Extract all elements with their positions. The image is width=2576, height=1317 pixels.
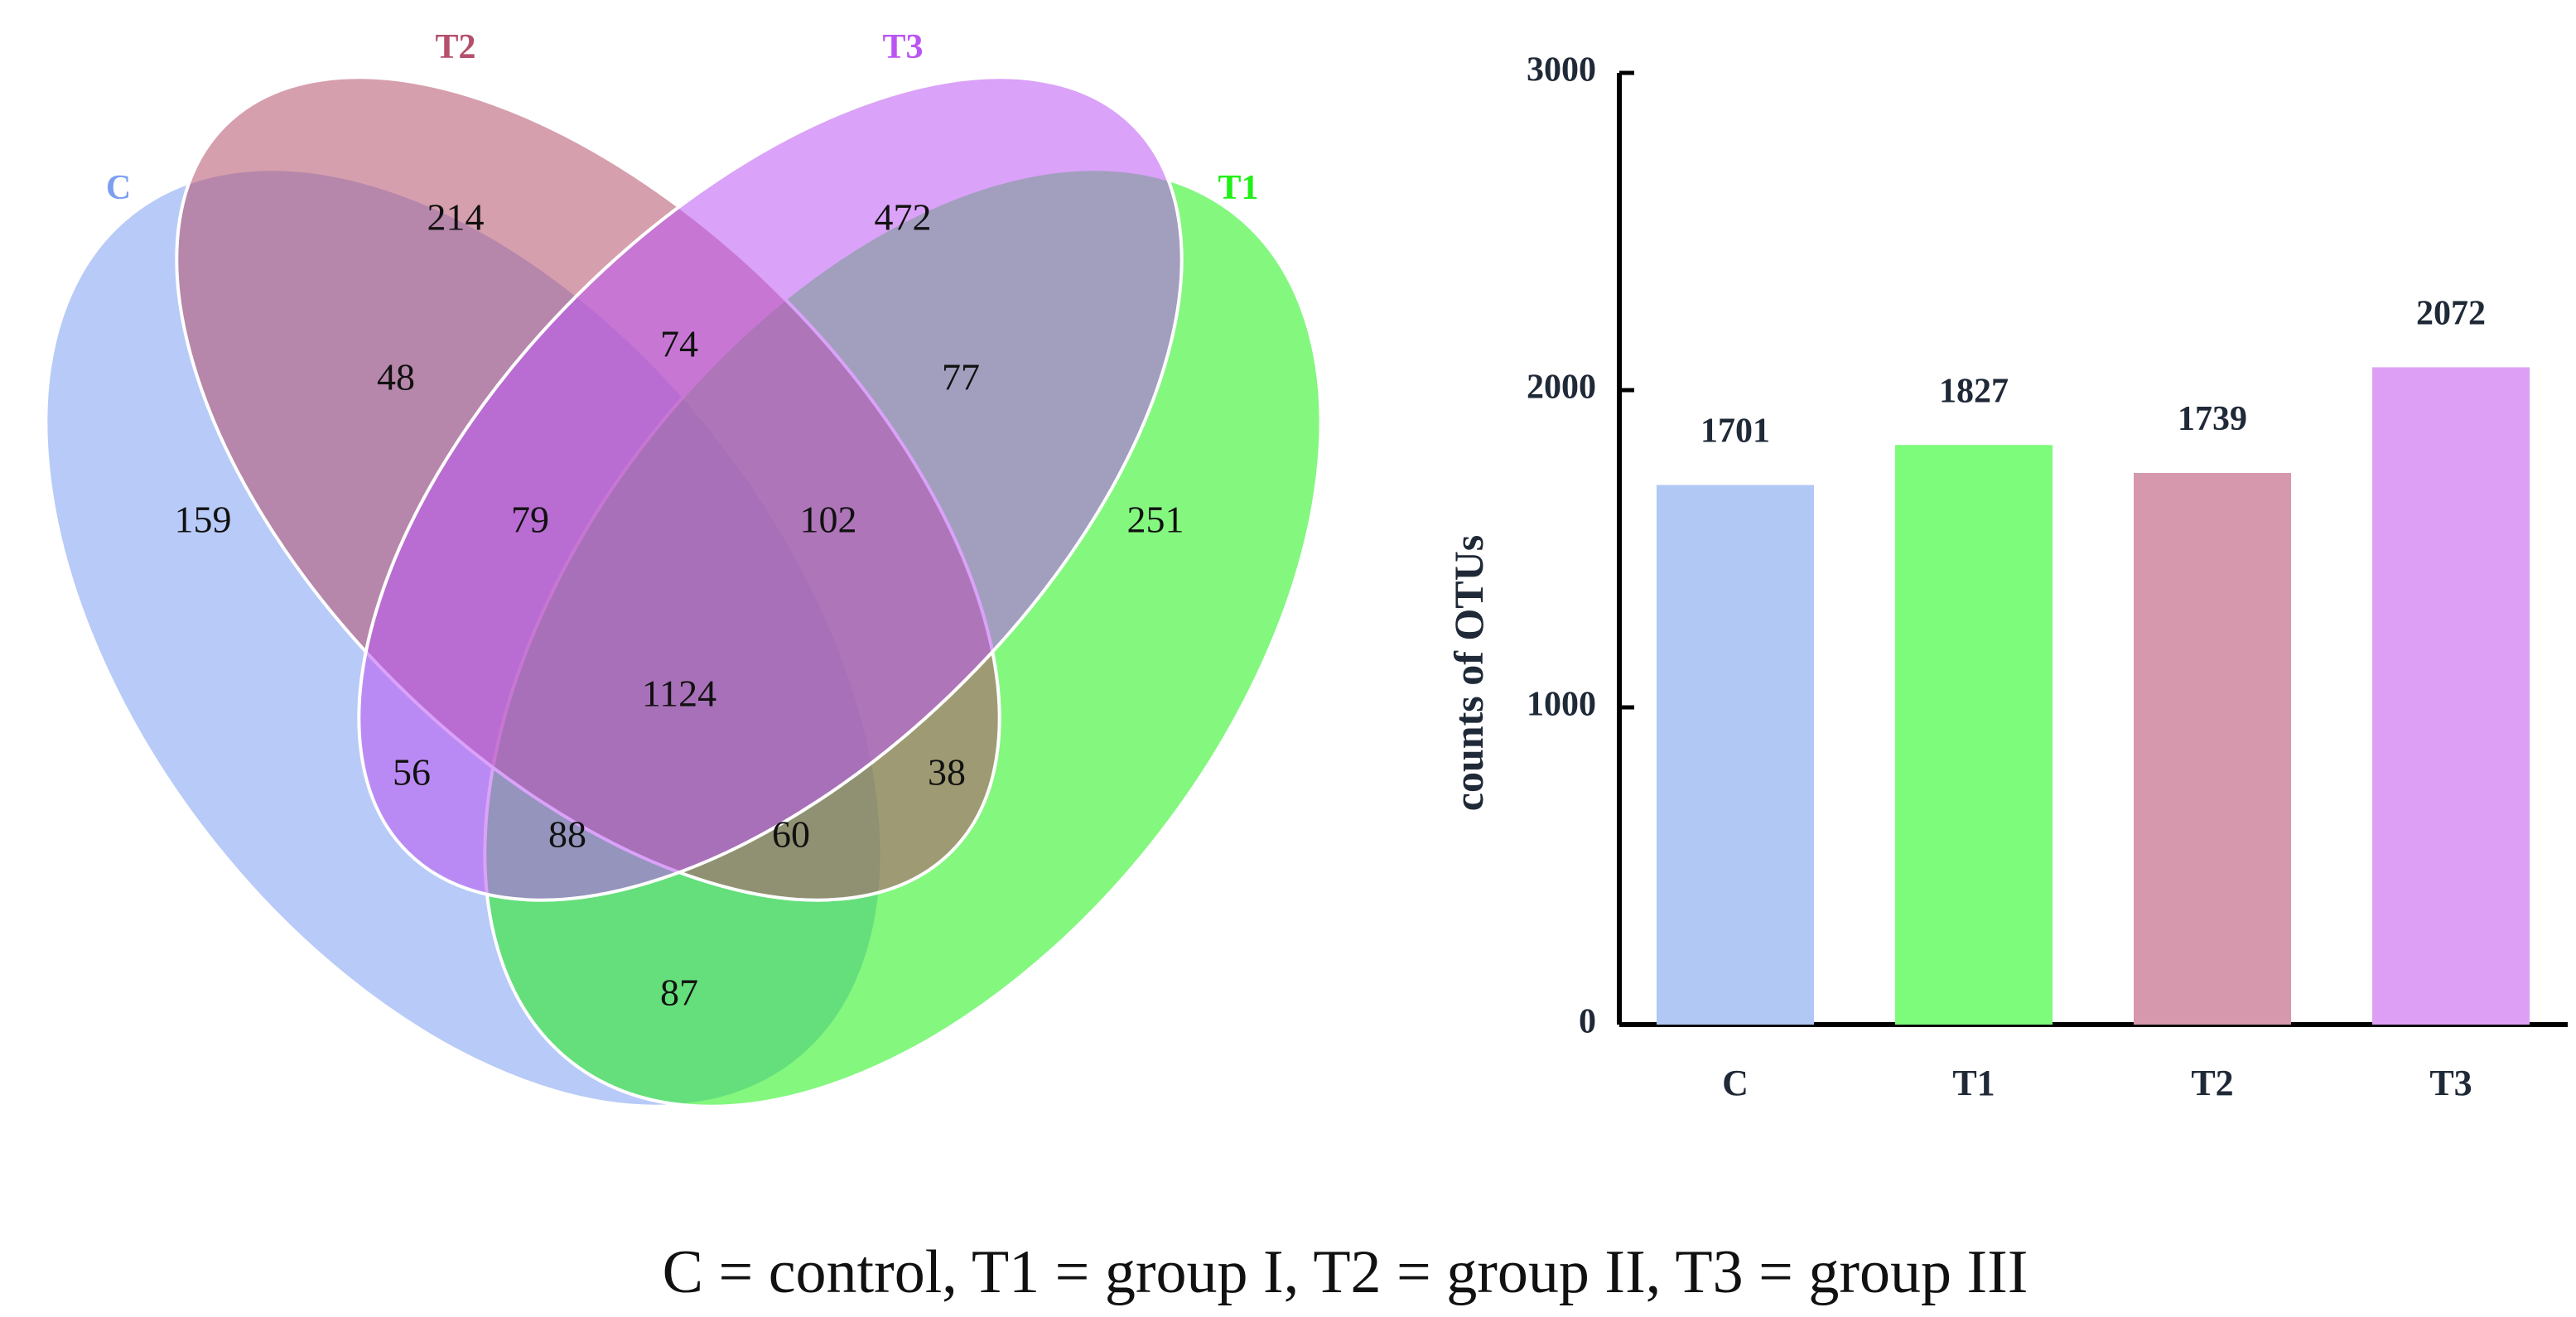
venn-diagram: C T2 T3 T1 159 214 472 251 48 74 77 79 102 56 1124 38 88…	[44, 28, 1323, 1108]
bar-value-label-t2: 1739	[2178, 400, 2247, 438]
venn-set-label-c: C	[106, 169, 131, 207]
venn-region-t1: 251	[1127, 499, 1184, 541]
venn-set-label-t3: T3	[882, 28, 923, 66]
venn-region-t2-t3: 74	[660, 323, 698, 365]
y-tick-label: 0	[1579, 1003, 1596, 1041]
venn-region-c-t2: 48	[377, 356, 415, 398]
venn-set-label-t1: T1	[1218, 169, 1258, 207]
venn-region-c-t2-t3-t1: 1124	[642, 673, 716, 715]
venn-region-c: 159	[175, 499, 232, 541]
bar-value-label-t1: 1827	[1939, 372, 2009, 410]
y-tick-label: 1000	[1527, 686, 1596, 724]
bar-value-label-t3: 2072	[2416, 294, 2486, 332]
venn-region-t2-t1: 38	[928, 751, 966, 794]
x-tick-label-c: C	[1722, 1063, 1749, 1103]
venn-region-t2: 214	[427, 196, 485, 239]
venn-region-c-t1: 87	[660, 972, 698, 1014]
venn-region-t3: 472	[875, 196, 932, 239]
bar-c	[1657, 485, 1814, 1025]
y-axis-label: counts of OTUs	[1445, 535, 1492, 811]
venn-region-t3-t1: 77	[942, 356, 980, 398]
venn-region-c-t3: 56	[393, 751, 431, 794]
venn-region-c-t3-t1: 88	[548, 813, 586, 856]
figure-caption: C = control, T1 = group I, T2 = group II…	[663, 1238, 2028, 1306]
venn-region-c-t2-t1: 60	[772, 813, 810, 856]
otu-bar-chart: 0 1000 2000 3000 1701 C 1827 T1 1739 T2 2072 T3 coun…	[1445, 51, 2568, 1103]
bar-t3	[2372, 367, 2530, 1025]
venn-set-t3	[357, 75, 1184, 902]
y-tick-label: 3000	[1527, 51, 1596, 89]
bar-t2	[2134, 472, 2291, 1025]
venn-region-c-t2-t3: 79	[511, 499, 549, 541]
bar-t1	[1895, 445, 2053, 1025]
venn-region-t2-t3-t1: 102	[800, 499, 857, 541]
y-tick-label: 2000	[1527, 369, 1596, 407]
venn-set-label-t2: T2	[435, 28, 475, 66]
x-tick-label-t3: T3	[2429, 1063, 2472, 1103]
bar-value-label-c: 1701	[1700, 412, 1770, 451]
x-tick-label-t1: T1	[1952, 1063, 1995, 1103]
x-tick-label-t2: T2	[2191, 1063, 2233, 1103]
